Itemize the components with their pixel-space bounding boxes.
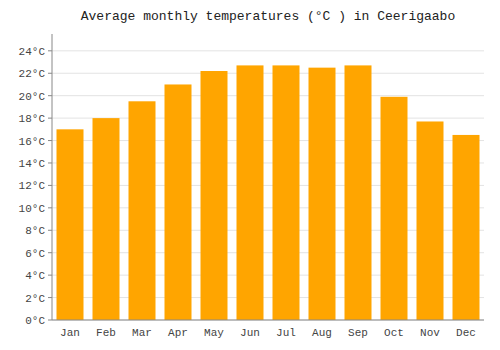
- tick-mark: [48, 207, 52, 208]
- tick-mark: [48, 297, 52, 298]
- x-axis: Jan Feb Mar Apr May Jun Jul Aug Sep Oct Nov Dec: [52, 320, 484, 339]
- bar: [165, 84, 192, 320]
- chart-container: Average monthly temperatures (°C ) in Ce…: [0, 0, 500, 350]
- bar: [273, 65, 300, 320]
- grid-line: [52, 50, 484, 51]
- tick-mark: [48, 50, 52, 51]
- category-label: Jan: [60, 327, 80, 339]
- y-axis-line: [52, 34, 53, 320]
- bar: [201, 71, 228, 320]
- tick-label: 22°C: [19, 68, 46, 80]
- bar: [237, 65, 264, 320]
- tick-label: 16°C: [19, 136, 46, 148]
- tick-label: 4°C: [25, 270, 45, 282]
- tick-mark: [48, 118, 52, 119]
- bars: [57, 65, 480, 320]
- category-label: Aug: [312, 327, 332, 339]
- tick-label: 20°C: [19, 91, 46, 103]
- category-label: May: [204, 327, 224, 339]
- bar: [93, 118, 120, 320]
- chart: Average monthly temperatures (°C ) in Ce…: [0, 0, 500, 350]
- bar: [453, 135, 480, 320]
- tick-label: 24°C: [19, 46, 46, 58]
- tick-mark: [48, 320, 52, 321]
- category-label: Jun: [240, 327, 260, 339]
- category-label: Sep: [348, 327, 368, 339]
- tick-label: 12°C: [19, 180, 46, 192]
- bar: [57, 129, 84, 320]
- bar: [345, 65, 372, 320]
- tick-label: 14°C: [19, 158, 46, 170]
- bar: [309, 68, 336, 320]
- y-axis: 0°C 2°C 4°C 6°C 8°C 10°C 12°C 14°C 16°C 18°C 20°C 2…: [19, 46, 484, 327]
- tick-mark: [48, 95, 52, 96]
- tick-label: 8°C: [25, 225, 45, 237]
- x-axis-line: [52, 320, 484, 321]
- tick-mark: [48, 185, 52, 186]
- tick-mark: [48, 252, 52, 253]
- category-label: Feb: [96, 327, 116, 339]
- bar: [129, 101, 156, 320]
- tick-mark: [48, 275, 52, 276]
- tick-label: 0°C: [25, 315, 45, 327]
- tick-label: 2°C: [25, 293, 45, 305]
- tick-mark: [48, 140, 52, 141]
- category-label: Mar: [132, 327, 152, 339]
- tick-label: 6°C: [25, 248, 45, 260]
- grid-line: [52, 320, 484, 321]
- bar: [417, 121, 444, 320]
- tick-mark: [48, 230, 52, 231]
- grid-line: [52, 95, 484, 96]
- grid-line: [52, 73, 484, 74]
- tick-label: 10°C: [19, 203, 46, 215]
- tick-mark: [48, 73, 52, 74]
- tick-label: 18°C: [19, 113, 46, 125]
- category-label: Nov: [420, 327, 440, 339]
- category-label: Jul: [276, 327, 296, 339]
- tick-mark: [48, 162, 52, 163]
- category-label: Oct: [384, 327, 404, 339]
- title: Average monthly temperatures (°C ) in Ce…: [81, 9, 455, 24]
- bar: [381, 97, 408, 320]
- category-label: Apr: [168, 327, 188, 339]
- category-label: Dec: [456, 327, 476, 339]
